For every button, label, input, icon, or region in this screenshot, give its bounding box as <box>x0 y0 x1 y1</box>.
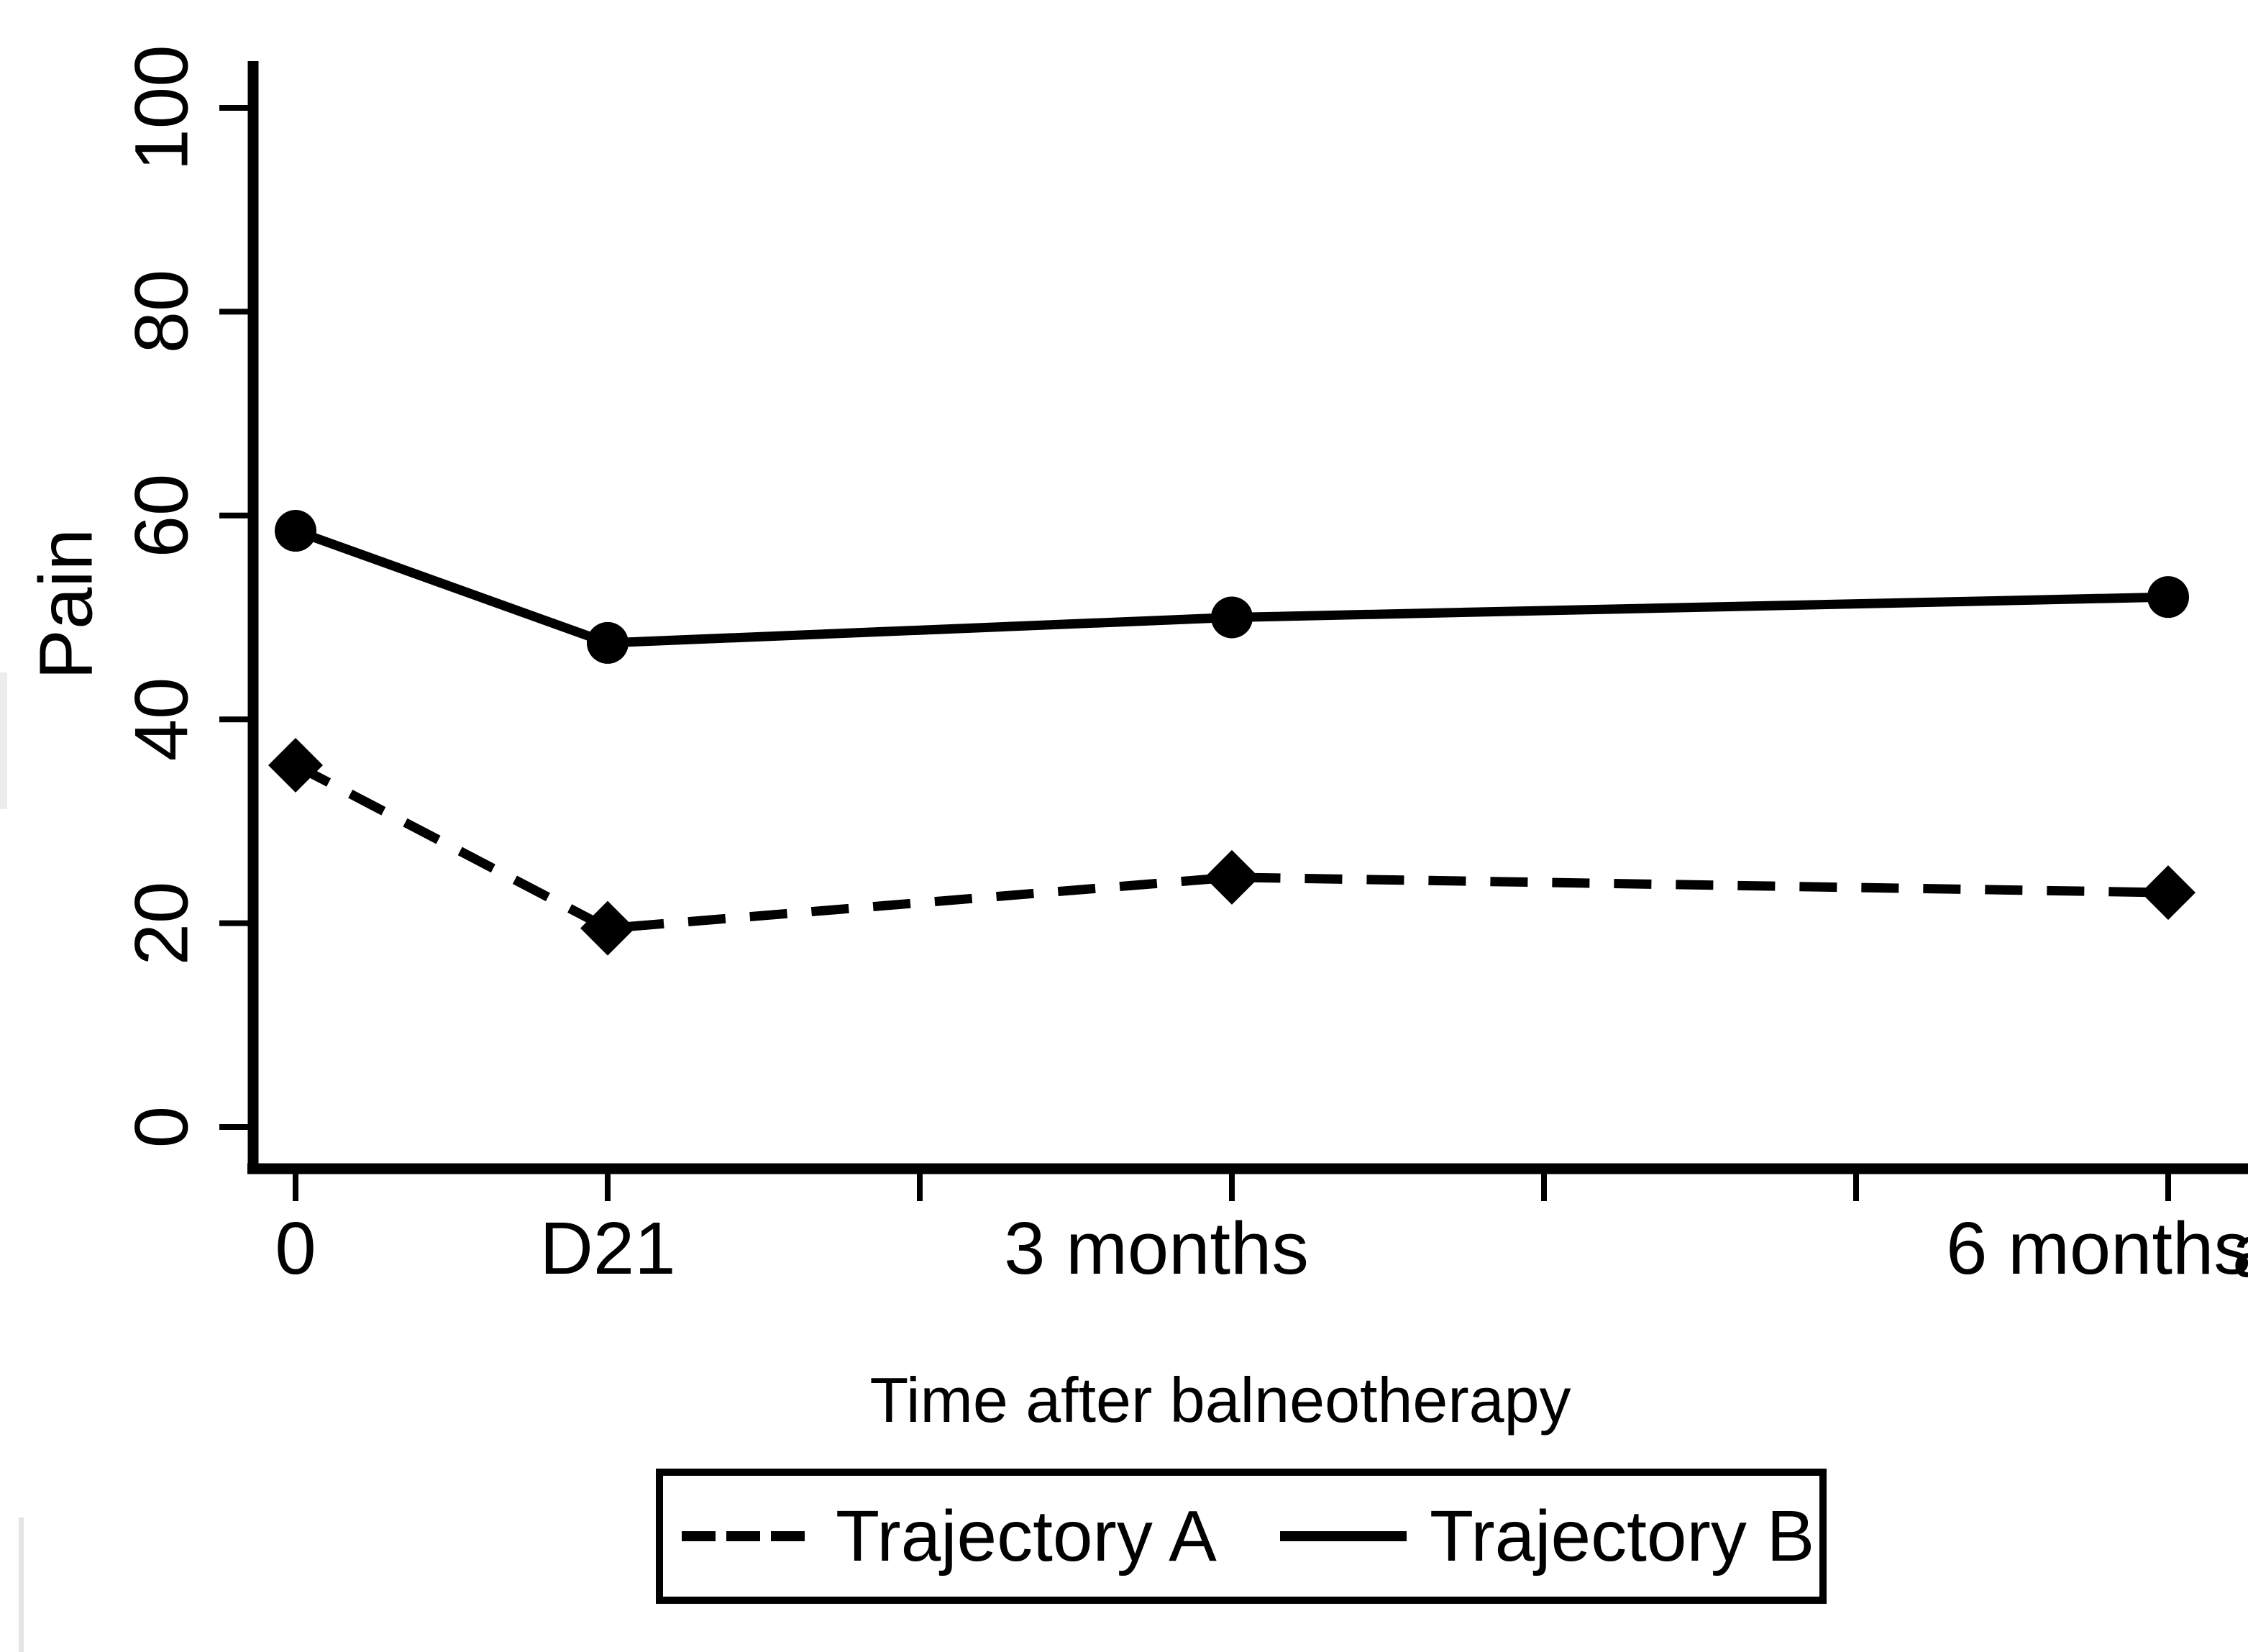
x-tick-label: 3 months <box>1004 1207 1309 1290</box>
data-point-diamond <box>580 900 635 956</box>
data-point-diamond <box>2141 865 2196 921</box>
dashed-line-swatch <box>682 1531 805 1541</box>
y-tick-label: 20 <box>119 881 204 965</box>
data-point-circle <box>275 510 316 552</box>
legend-label-trajectory-a: Trajectory A <box>836 1496 1217 1576</box>
solid-line-swatch <box>1280 1531 1407 1541</box>
data-point-diamond <box>268 737 323 793</box>
y-tick-label: 100 <box>119 45 204 171</box>
y-tick-label: 80 <box>119 269 204 354</box>
y-axis-title: Pain <box>24 528 109 680</box>
legend: Trajectory A Trajectory B <box>656 1469 1827 1604</box>
series-line-trajectory-a <box>293 761 2169 934</box>
x-tick-label: 0 <box>275 1207 316 1290</box>
legend-label-trajectory-b: Trajectory B <box>1430 1496 1815 1576</box>
y-tick-label: 60 <box>119 473 204 558</box>
y-tick-label: 0 <box>119 1105 204 1149</box>
x-tick-label: 6 months <box>1946 1207 2248 1290</box>
data-point-diamond <box>1205 849 1259 905</box>
data-point-circle <box>1211 596 1253 639</box>
clipped-text-fragment: a <box>2232 1214 2248 1288</box>
data-point-circle <box>2147 576 2189 619</box>
y-tick-label: 40 <box>119 677 204 762</box>
x-tick-label: D21 <box>539 1207 676 1290</box>
series-line-trajectory-b <box>293 526 2169 648</box>
x-axis-title: Time after balneotherapy <box>869 1364 1571 1436</box>
data-point-circle <box>587 621 629 664</box>
